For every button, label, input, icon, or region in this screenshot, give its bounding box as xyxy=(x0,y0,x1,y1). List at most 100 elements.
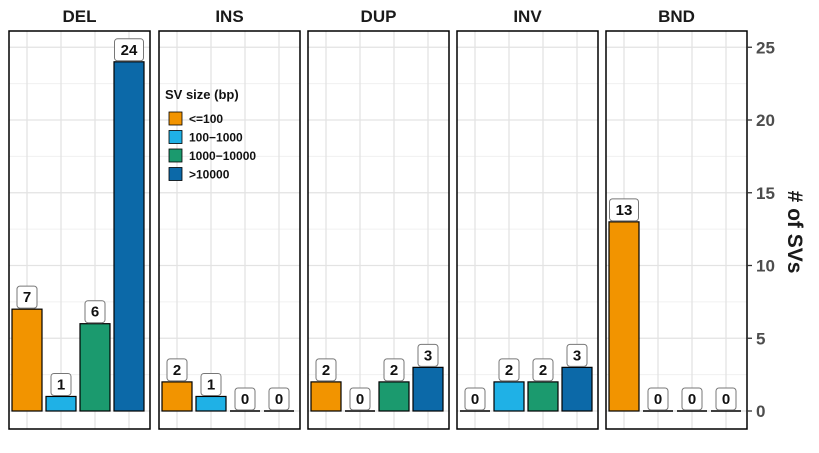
data-label-text: 0 xyxy=(654,391,662,408)
facet-title: DUP xyxy=(361,7,397,26)
facet-del: 7 1 6 24 DEL xyxy=(8,7,151,430)
data-label: 0 xyxy=(681,387,703,411)
legend-swatch xyxy=(168,111,183,126)
data-label-text: 3 xyxy=(424,347,432,364)
data-label-text: 0 xyxy=(356,391,364,408)
y-axis: 0 5 10 15 20 25 xyxy=(747,38,775,421)
data-label-text: 2 xyxy=(322,362,330,379)
data-label: 7 xyxy=(16,285,38,309)
data-label: 24 xyxy=(114,38,144,62)
y-axis-title: # of SVs xyxy=(783,191,806,274)
bar-inv-3 xyxy=(561,366,593,412)
legend-item: >10000 xyxy=(168,167,230,182)
data-label-text: 0 xyxy=(275,391,283,408)
legend-swatch xyxy=(168,167,183,181)
data-label-box xyxy=(464,387,486,411)
y-tick-label: 5 xyxy=(756,329,765,348)
data-label: 1 xyxy=(200,372,222,396)
facet-title: BND xyxy=(658,7,695,26)
data-label: 0 xyxy=(349,387,371,411)
data-label-text: 13 xyxy=(616,202,633,219)
data-label: 1 xyxy=(50,372,72,396)
y-tick-label: 25 xyxy=(756,38,775,57)
data-label-text: 2 xyxy=(539,362,547,379)
bar-del-0 xyxy=(11,308,43,412)
data-label-text: 1 xyxy=(57,376,65,393)
legend-item: 1000−10000 xyxy=(168,148,256,163)
data-label: 6 xyxy=(84,300,106,324)
panel-border xyxy=(456,30,599,430)
bar-inv-1 xyxy=(493,381,525,412)
y-tick-label: 20 xyxy=(756,111,775,130)
data-label-box xyxy=(50,372,72,396)
facet-title: INS xyxy=(215,7,243,26)
data-label: 3 xyxy=(417,343,439,367)
data-label-text: 2 xyxy=(390,362,398,379)
data-label-text: 6 xyxy=(91,304,99,321)
bar-del-2 xyxy=(79,323,111,412)
data-label-box xyxy=(114,38,144,62)
data-label: 0 xyxy=(715,387,737,411)
data-label-box xyxy=(200,372,222,396)
data-label-box xyxy=(566,343,588,367)
data-label-box xyxy=(609,198,639,222)
data-label-box xyxy=(417,343,439,367)
legend-label: <=100 xyxy=(189,112,223,126)
data-label-box xyxy=(498,358,520,382)
data-label: 2 xyxy=(166,358,188,382)
data-label-box xyxy=(383,358,405,382)
facet-title: INV xyxy=(513,7,542,26)
data-label-text: 7 xyxy=(23,289,31,306)
facet-dup: 2 0 2 3 DUP xyxy=(307,7,450,430)
data-label-text: 0 xyxy=(241,391,249,408)
facet-panels: 7 1 6 24 DEL 2 1 0 0 INS 2 0 2 3 DUP 0 2 2 3 INV 13 0 0 0 BND xyxy=(8,7,748,430)
data-label-text: 0 xyxy=(688,391,696,408)
facet-ins: 2 1 0 0 INS xyxy=(158,7,301,430)
bar-dup-0 xyxy=(310,381,342,412)
data-label-box xyxy=(647,387,669,411)
data-label-text: 3 xyxy=(573,347,581,364)
data-label-text: 2 xyxy=(505,362,513,379)
y-tick-label: 15 xyxy=(756,184,775,203)
panel-border xyxy=(307,30,450,430)
data-label-box xyxy=(268,387,290,411)
data-label-box xyxy=(349,387,371,411)
data-label: 0 xyxy=(268,387,290,411)
data-label-text: 0 xyxy=(722,391,730,408)
bar-del-3 xyxy=(113,61,145,412)
data-label: 2 xyxy=(498,358,520,382)
panel-border xyxy=(605,30,748,430)
bar-ins-0 xyxy=(161,381,193,412)
bar-bnd-0 xyxy=(608,221,640,412)
data-label-text: 1 xyxy=(207,376,215,393)
data-label-box xyxy=(84,300,106,324)
y-tick-label: 10 xyxy=(756,257,775,276)
legend-label: 1000−10000 xyxy=(189,149,256,163)
facet-title: DEL xyxy=(63,7,97,26)
data-label-box xyxy=(16,285,38,309)
data-label-box xyxy=(532,358,554,382)
data-label: 13 xyxy=(609,198,639,222)
bar-del-1 xyxy=(45,395,77,412)
bar-ins-1 xyxy=(195,395,227,412)
bar-dup-3 xyxy=(412,366,444,412)
data-label: 2 xyxy=(383,358,405,382)
data-label-text: 24 xyxy=(121,42,138,59)
data-label-box xyxy=(681,387,703,411)
legend-label: 100−1000 xyxy=(189,131,243,145)
bar-dup-2 xyxy=(378,381,410,412)
legend-title: SV size (bp) xyxy=(165,87,239,102)
data-label: 2 xyxy=(532,358,554,382)
legend-item: 100−1000 xyxy=(168,130,243,145)
panel-border xyxy=(158,30,301,430)
legend-swatch xyxy=(168,148,183,163)
data-label-text: 2 xyxy=(173,362,181,379)
y-tick-label: 0 xyxy=(756,402,765,421)
data-label: 2 xyxy=(315,358,337,382)
facet-inv: 0 2 2 3 INV xyxy=(456,7,599,430)
data-label-text: 0 xyxy=(471,391,479,408)
data-label: 0 xyxy=(234,387,256,411)
facet-bnd: 13 0 0 0 BND xyxy=(605,7,748,430)
data-label: 3 xyxy=(566,343,588,367)
